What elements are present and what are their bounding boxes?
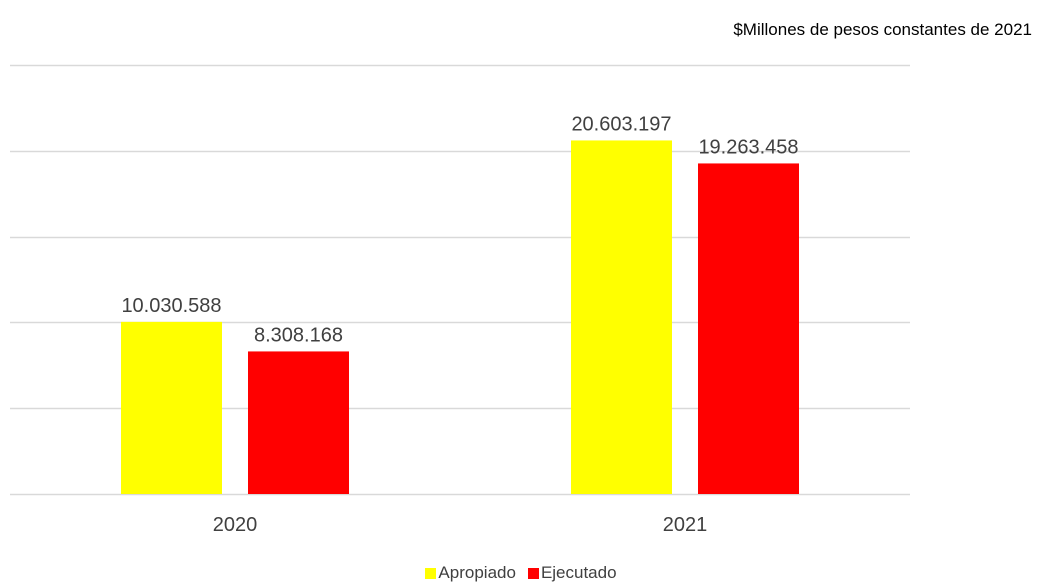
- data-label: 8.308.168: [254, 324, 343, 346]
- legend-label: Apropiado: [438, 563, 516, 582]
- bar-ejecutado-2021: [698, 163, 799, 494]
- bar-chart: 10.030.5888.308.16820.603.19719.263.458 …: [10, 64, 910, 536]
- bars: [121, 140, 799, 494]
- data-label: 19.263.458: [698, 136, 798, 158]
- x-tick-label: 2021: [663, 514, 708, 536]
- legend-swatch: [425, 567, 437, 579]
- value-labels: 10.030.588 8.308.168 20.603.197 19.263.458: [121, 113, 798, 346]
- legend-swatch: [527, 567, 539, 579]
- legend-item-apropiado: Apropiado: [425, 563, 516, 583]
- bar-apropiado-2020: [121, 321, 222, 494]
- data-label: 20.603.197: [571, 113, 671, 135]
- legend-label: Ejecutado: [540, 563, 617, 582]
- x-tick-label: 2020: [213, 514, 258, 536]
- x-tick-labels: 2020 2021: [213, 514, 708, 536]
- unit-note: $Millones de pesos constantes de 2021: [733, 20, 1032, 39]
- data-label: 10.030.588: [121, 295, 221, 317]
- legend-item-ejecutado: Ejecutado: [527, 563, 617, 583]
- legend: Apropiado Ejecutado: [0, 563, 1042, 583]
- bar-ejecutado-2020: [248, 351, 349, 494]
- bar-apropiado-2021: [571, 140, 672, 494]
